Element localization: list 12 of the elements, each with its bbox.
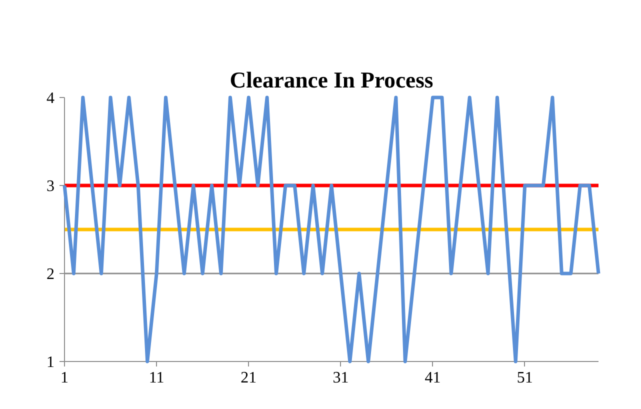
line-series [62, 96, 600, 364]
x-tick-label: 31 [332, 370, 349, 386]
y-tick-label: 4 [46, 90, 54, 107]
y-tick-label: 1 [46, 354, 54, 371]
chart-title: Clearance In Process [230, 68, 434, 92]
x-tick-label: 51 [516, 370, 533, 386]
x-tick-label: 41 [424, 370, 441, 386]
x-tick-label: 1 [60, 370, 68, 386]
x-tick-label: 21 [240, 370, 257, 386]
x-tick-label: 11 [148, 370, 164, 386]
y-tick-label: 2 [46, 266, 54, 283]
y-tick-label: 3 [46, 178, 54, 195]
